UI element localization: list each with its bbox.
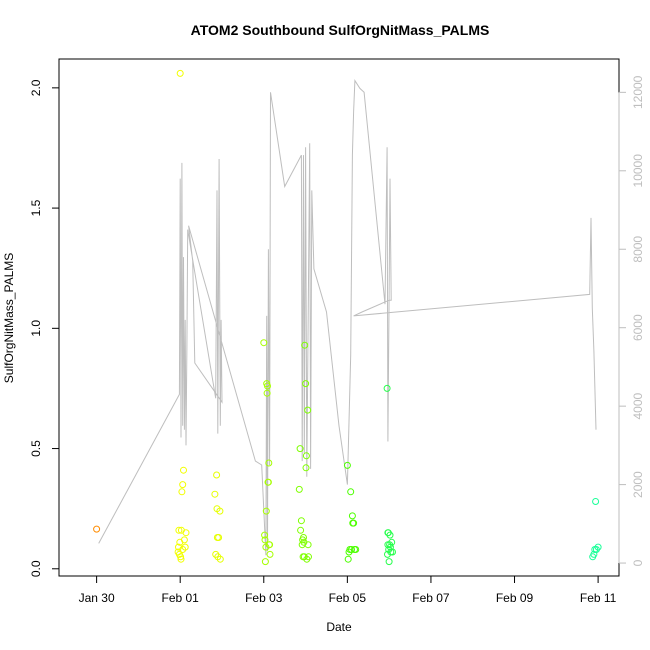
y-axis-label: SulfOrgNitMass_PALMS [2,253,16,383]
data-point [264,478,272,486]
x-tick-label: Feb 11 [580,591,617,605]
data-point [264,382,271,390]
y-tick-label: 1.0 [29,320,43,337]
data-point [343,461,351,469]
data-point [179,481,187,489]
data-point [262,507,270,515]
data-point [388,538,396,546]
y2-tick-label: 8000 [631,236,645,263]
x-tick-label: Feb 09 [496,591,534,605]
y2-tick-label: 0 [631,559,645,566]
data-point [297,517,305,525]
x-tick-label: Feb 05 [329,591,367,605]
data-point [261,558,269,566]
data-point [304,406,312,414]
data-point [304,541,312,549]
data-point [389,548,396,556]
data-point [594,543,602,551]
y2-tick-label: 10000 [631,154,645,188]
data-point [216,555,224,563]
data-point [348,546,355,553]
data-point [178,488,186,496]
data-point [261,536,269,544]
chart-title: ATOM2 Southbound SulfOrgNitMass_PALMS [191,22,490,38]
data-point [261,531,269,539]
data-point [216,507,224,515]
data-point [305,553,312,561]
y2-tick-label: 4000 [631,392,645,419]
data-point [265,459,273,467]
y2-tick-label: 12000 [631,75,645,109]
data-point [299,553,307,561]
data-point [263,389,271,397]
data-point [266,541,274,549]
y-tick-label: 2.0 [29,79,43,96]
data-point [296,445,304,453]
altitude-line [98,78,597,556]
data-point [344,555,352,563]
data-point [385,558,393,566]
data-point [352,546,360,553]
data-point [93,525,101,533]
data-point [180,466,187,474]
data-point [213,534,221,541]
data-point [592,498,600,505]
x-tick-label: Jan 30 [79,591,115,605]
y-tick-label: 0.0 [29,560,43,577]
data-point [211,490,219,498]
data-point [350,519,358,527]
data-point [383,384,391,392]
y-tick-label: 1.5 [29,199,43,216]
y-axis-left: 0.0 0.5 1.0 1.5 2.0 [29,79,60,577]
data-point [176,538,184,546]
y-axis-right: 0 2000 4000 6000 8000 10000 12000 [618,75,645,566]
x-axis: Jan 30 Feb 01 Feb 03 Feb 05 Feb 07 Feb 09 Feb … [79,575,617,605]
data-point [301,341,309,349]
data-point [177,555,185,563]
data-point [260,339,268,347]
data-points-layer [93,69,602,566]
data-point [182,529,190,537]
data-point [302,452,310,460]
altitude-line-layer [98,78,597,556]
data-point [348,512,356,520]
data-point [384,541,392,549]
x-tick-label: Feb 01 [162,591,200,605]
data-point [177,553,185,561]
data-point [300,534,307,541]
data-point [297,526,305,534]
y2-tick-label: 6000 [631,314,645,341]
data-point [295,485,303,493]
y-tick-label: 0.5 [29,440,43,457]
data-point [266,550,274,558]
data-point [302,380,310,388]
data-point [386,531,394,539]
x-axis-label: Date [326,620,352,634]
data-point [179,546,187,553]
data-point [347,488,355,496]
data-point [302,464,310,472]
x-tick-label: Feb 03 [245,591,283,605]
y2-tick-label: 2000 [631,471,645,498]
data-point [213,471,221,479]
data-point [175,526,183,534]
data-point [176,69,184,77]
x-tick-label: Feb 07 [412,591,450,605]
